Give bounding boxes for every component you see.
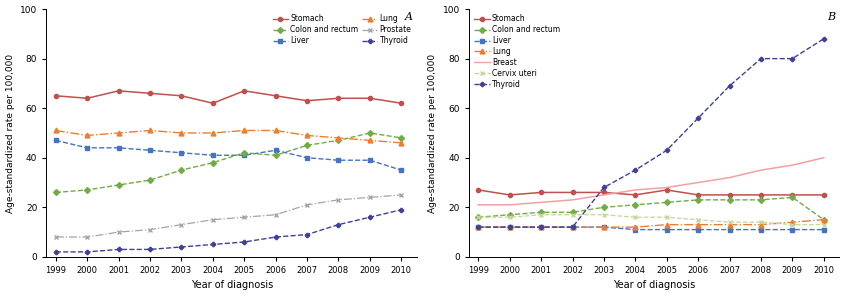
Y-axis label: Age-standardized rate per 100,000: Age-standardized rate per 100,000: [6, 53, 14, 213]
Legend: Stomach, Colon and rectum, Liver, Lung, Breast, Cervix uteri, Thyroid: Stomach, Colon and rectum, Liver, Lung, …: [472, 13, 560, 90]
X-axis label: Year of diagnosis: Year of diagnosis: [612, 280, 695, 290]
Y-axis label: Age-standardized rate per 100,000: Age-standardized rate per 100,000: [428, 53, 436, 213]
Text: A: A: [405, 12, 413, 22]
Text: B: B: [826, 12, 835, 22]
Legend: Stomach, Colon and rectum, Liver, Lung, Prostate, Thyroid: Stomach, Colon and rectum, Liver, Lung, …: [271, 13, 413, 47]
X-axis label: Year of diagnosis: Year of diagnosis: [190, 280, 273, 290]
